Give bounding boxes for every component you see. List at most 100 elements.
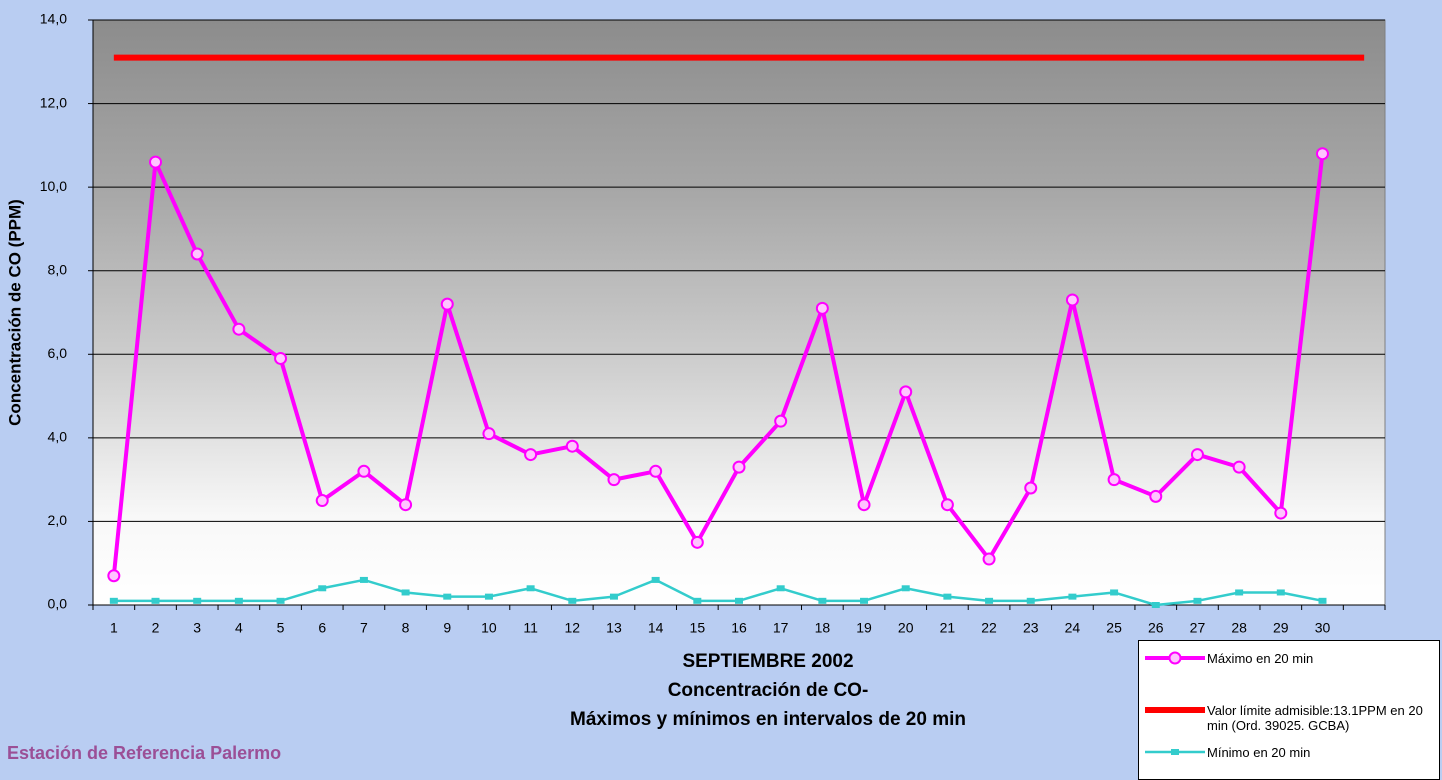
- legend-marker: [1168, 651, 1182, 665]
- legend-entry: Máximo en 20 min: [1139, 645, 1439, 685]
- data-point: [774, 414, 788, 428]
- x-tick-label: 7: [360, 620, 368, 636]
- data-point: [690, 535, 704, 549]
- x-tick-label: 24: [1065, 620, 1081, 636]
- data-point: [1068, 593, 1077, 600]
- data-point: [732, 460, 746, 474]
- x-tick-label: 21: [940, 620, 956, 636]
- x-tick-label: 6: [318, 620, 326, 636]
- data-point: [1026, 597, 1035, 604]
- data-point: [1024, 481, 1038, 495]
- data-point: [607, 473, 621, 487]
- data-point: [318, 585, 327, 592]
- x-tick-label: 4: [235, 620, 243, 636]
- x-tick-label: 5: [277, 620, 285, 636]
- data-point: [482, 427, 496, 441]
- x-tick-label: 2: [152, 620, 160, 636]
- data-point: [1107, 473, 1121, 487]
- data-point: [359, 576, 368, 583]
- data-point: [815, 301, 829, 315]
- data-point: [149, 155, 163, 169]
- y-axis-label: Concentración de CO (PPM): [5, 199, 24, 426]
- x-tick-label: 12: [565, 620, 581, 636]
- data-point: [399, 498, 413, 512]
- x-tick-label: 29: [1273, 620, 1289, 636]
- x-tick-label: 19: [856, 620, 872, 636]
- data-point: [693, 597, 702, 604]
- data-point: [940, 498, 954, 512]
- x-tick-label: 25: [1106, 620, 1122, 636]
- footer: Estación de Referencia Palermo: [7, 743, 281, 763]
- x-tick-label: 3: [193, 620, 201, 636]
- data-point: [276, 597, 285, 604]
- x-tick-label: 11: [523, 620, 538, 636]
- data-point: [274, 351, 288, 365]
- data-point: [568, 597, 577, 604]
- data-point: [526, 585, 535, 592]
- data-point: [1149, 489, 1163, 503]
- x-tick-label: 1: [110, 620, 118, 636]
- data-point: [1276, 589, 1285, 596]
- data-point: [190, 247, 204, 261]
- y-tick-label: 0,0: [48, 596, 68, 612]
- data-point: [1232, 460, 1246, 474]
- data-point: [357, 464, 371, 478]
- x-tick-label: 16: [731, 620, 747, 636]
- chart-title: SEPTIEMBRE 2002: [682, 651, 853, 672]
- data-point: [1318, 597, 1327, 604]
- y-tick-label: 12,0: [40, 94, 67, 110]
- x-tick-label: 28: [1231, 620, 1247, 636]
- series-line: [113, 578, 1323, 607]
- data-point: [1193, 597, 1202, 604]
- data-point: [1190, 448, 1204, 462]
- data-point: [1235, 589, 1244, 596]
- data-point: [985, 597, 994, 604]
- x-tick-label: 20: [898, 620, 914, 636]
- x-tick-label: 13: [606, 620, 622, 636]
- legend-key: [1145, 707, 1205, 713]
- x-tick-label: 15: [690, 620, 706, 636]
- x-tick-label: 22: [981, 620, 997, 636]
- legend-label: Máximo en 20 min: [1207, 651, 1314, 666]
- data-point: [899, 385, 913, 399]
- data-point: [443, 593, 452, 600]
- data-point: [901, 585, 910, 592]
- data-point: [107, 569, 121, 583]
- x-tick-label: 26: [1148, 620, 1164, 636]
- data-point: [1110, 589, 1119, 596]
- data-point: [484, 593, 493, 600]
- data-point: [818, 597, 827, 604]
- x-tick-label: 17: [773, 620, 789, 636]
- y-tick-label: 2,0: [48, 512, 68, 528]
- legend-label: Mínimo en 20 min: [1207, 745, 1311, 760]
- data-point: [232, 322, 246, 336]
- legend-entry: Valor límite admisible:13.1PPM en 20 min…: [1139, 697, 1439, 737]
- y-tick-label: 10,0: [40, 178, 67, 194]
- data-point: [860, 597, 869, 604]
- data-point: [234, 597, 243, 604]
- legend-key: [1145, 749, 1205, 755]
- data-point: [857, 498, 871, 512]
- legend-label: Valor límite admisible:13.1PPM en 20 min…: [1207, 703, 1423, 733]
- x-tick-label: 27: [1190, 620, 1206, 636]
- plot-area: [92, 19, 1386, 606]
- x-tick-label: 18: [815, 620, 831, 636]
- data-point: [151, 597, 160, 604]
- chart-title: Concentración de CO-: [668, 680, 869, 701]
- x-tick-label: 23: [1023, 620, 1039, 636]
- y-tick-label: 4,0: [48, 429, 68, 445]
- y-tick-label: 6,0: [48, 345, 68, 361]
- series-line: [111, 153, 1325, 576]
- data-point: [943, 593, 952, 600]
- data-point: [193, 597, 202, 604]
- data-point: [982, 552, 996, 566]
- data-point: [401, 589, 410, 596]
- data-point: [1065, 293, 1079, 307]
- data-point: [1274, 506, 1288, 520]
- data-point: [609, 593, 618, 600]
- data-point: [440, 297, 454, 311]
- y-tick-label: 8,0: [48, 261, 68, 277]
- data-point: [315, 494, 329, 508]
- x-tick-label: 9: [443, 620, 451, 636]
